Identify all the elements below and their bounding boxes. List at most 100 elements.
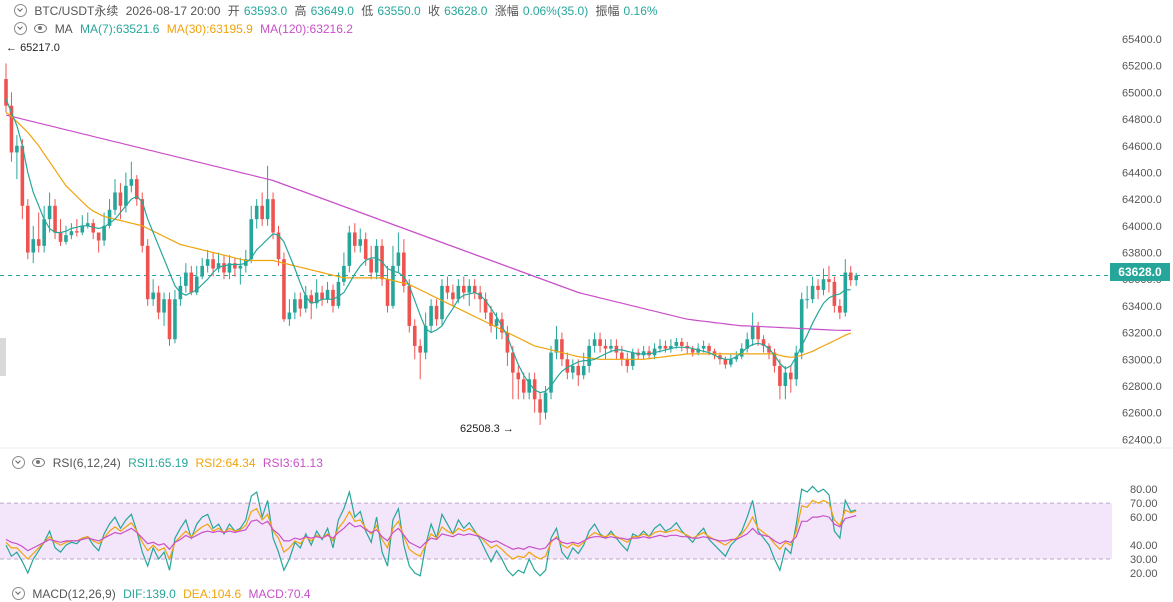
candle-body bbox=[560, 339, 564, 360]
candle-body bbox=[211, 259, 215, 269]
macd-legend: MACD(12,26,9) DIF:139.0 DEA:104.6 MACD:7… bbox=[12, 586, 315, 602]
candle-body bbox=[848, 272, 853, 281]
candle-body bbox=[620, 352, 624, 360]
candle-body bbox=[320, 292, 324, 300]
candle-body bbox=[363, 239, 368, 260]
candle-body bbox=[810, 285, 815, 300]
candle-body bbox=[293, 299, 297, 313]
candle-body bbox=[113, 192, 117, 210]
candle-body bbox=[325, 289, 330, 300]
candle-body bbox=[794, 352, 799, 380]
candle-body bbox=[603, 345, 608, 349]
change-value: 0.06%(35.0) bbox=[522, 4, 589, 18]
candle-body bbox=[723, 359, 728, 365]
rsi-axis-tick: 60.00 bbox=[1130, 512, 1158, 524]
low-price-marker-value: 62508.3 bbox=[460, 423, 500, 435]
candle-body bbox=[407, 285, 412, 326]
rsi2-value: RSI2:64.34 bbox=[195, 456, 256, 470]
candle-body bbox=[434, 305, 439, 320]
rsi-axis-tick: 40.00 bbox=[1130, 540, 1158, 552]
candle-body bbox=[167, 299, 172, 340]
price-axis-tick: 64400.0 bbox=[1122, 167, 1162, 179]
chevron-down-icon[interactable] bbox=[14, 22, 27, 35]
candle-body bbox=[189, 272, 194, 293]
candle-body bbox=[69, 231, 74, 236]
candle-body bbox=[707, 345, 711, 352]
rsi-line-rsi1 bbox=[5, 485, 857, 577]
price-axis-tick: 62400.0 bbox=[1122, 434, 1162, 446]
high-price-marker-value: 65217.0 bbox=[20, 42, 60, 54]
candle-body bbox=[827, 279, 831, 282]
eye-icon[interactable] bbox=[32, 458, 46, 467]
price-axis-tick: 65400.0 bbox=[1122, 34, 1162, 46]
candle-body bbox=[9, 105, 14, 153]
candle-body bbox=[745, 339, 749, 349]
candle-body bbox=[576, 365, 581, 376]
high-label: 高 bbox=[294, 4, 307, 18]
current-price-tag: 63628.0 bbox=[1110, 263, 1170, 281]
candle-body bbox=[805, 299, 809, 301]
candle-body bbox=[314, 292, 319, 304]
dif-value: DIF:139.0 bbox=[123, 587, 176, 601]
candle-body bbox=[799, 299, 804, 353]
amplitude-label: 振幅 bbox=[595, 4, 620, 18]
price-axis-tick: 62600.0 bbox=[1122, 408, 1162, 420]
candle-body bbox=[260, 205, 264, 220]
candle-body bbox=[85, 223, 90, 226]
close-value: 63628.0 bbox=[444, 4, 488, 18]
candle-body bbox=[303, 295, 308, 309]
candle-body bbox=[625, 359, 630, 366]
candle-body bbox=[42, 219, 46, 246]
candle-body bbox=[734, 356, 739, 360]
candle-body bbox=[554, 339, 559, 353]
ma-label[interactable]: MA bbox=[54, 22, 73, 36]
candle-body bbox=[249, 219, 254, 260]
candle-body bbox=[669, 345, 673, 349]
candle-body bbox=[440, 285, 444, 320]
candle-body bbox=[336, 281, 341, 306]
candle-body bbox=[843, 272, 848, 313]
candle-body bbox=[609, 345, 613, 349]
candle-body bbox=[96, 232, 101, 241]
candle-body bbox=[145, 245, 150, 300]
candle-body bbox=[342, 265, 346, 282]
price-axis-tick: 63400.0 bbox=[1122, 301, 1162, 313]
rsi-line-rsi3 bbox=[5, 514, 857, 552]
price-axis-tick: 62800.0 bbox=[1122, 381, 1162, 393]
candle-body bbox=[783, 372, 788, 386]
candle-body bbox=[254, 205, 259, 220]
rsi-axis-tick: 70.00 bbox=[1130, 498, 1158, 510]
price-axis-tick: 63000.0 bbox=[1122, 354, 1162, 366]
candle-body bbox=[227, 263, 232, 273]
eye-icon[interactable] bbox=[34, 24, 48, 33]
candle-body bbox=[729, 359, 733, 365]
panel-collapse-handle[interactable] bbox=[0, 338, 6, 376]
macd-label[interactable]: MACD(12,26,9) bbox=[32, 587, 116, 601]
candle-body bbox=[222, 263, 226, 273]
change-label: 涨幅 bbox=[494, 4, 519, 18]
rsi-label[interactable]: RSI(6,12,24) bbox=[52, 456, 121, 470]
symbol-label[interactable]: BTC/USDT永续 bbox=[34, 4, 119, 18]
candle-body bbox=[701, 345, 706, 349]
candle-body bbox=[331, 289, 335, 306]
candle-body bbox=[456, 285, 461, 300]
candle-body bbox=[298, 299, 303, 309]
candle-body bbox=[102, 225, 106, 241]
candle-body bbox=[658, 345, 662, 349]
amplitude-value: 0.16% bbox=[623, 4, 658, 18]
candle-body bbox=[135, 179, 139, 200]
candle-body bbox=[429, 305, 433, 326]
candle-body bbox=[194, 276, 199, 293]
chevron-down-icon[interactable] bbox=[12, 456, 25, 469]
chevron-down-icon[interactable] bbox=[14, 4, 27, 17]
candle-body bbox=[565, 359, 570, 373]
candle-body bbox=[369, 259, 373, 273]
rsi-axis-tick: 80.00 bbox=[1130, 484, 1158, 496]
candle-body bbox=[75, 231, 79, 233]
candle-body bbox=[816, 285, 820, 290]
price-axis-tick: 64200.0 bbox=[1122, 194, 1162, 206]
candle-body bbox=[91, 223, 95, 233]
candle-body bbox=[347, 232, 352, 266]
candle-body bbox=[353, 232, 357, 246]
